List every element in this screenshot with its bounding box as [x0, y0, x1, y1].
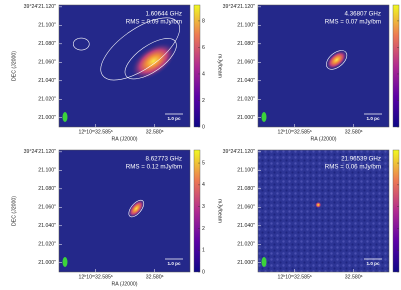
colorbar [193, 149, 201, 273]
frame [58, 4, 191, 128]
y-tick-label: 39°24'21.120" [223, 149, 255, 155]
contour [128, 199, 145, 218]
y-tick-label: 21.100" [38, 23, 56, 29]
beam [62, 112, 68, 122]
y-tick-label: 21.000" [38, 115, 56, 121]
colorbar [392, 4, 400, 128]
y-tick-label: 21.060" [38, 205, 56, 211]
y-tick-label: 21.060" [237, 60, 255, 66]
x-tick-label: 12ʰ10ᵐ32.585ˢ [79, 129, 113, 135]
panel-title: 8.62773 GHz [146, 156, 182, 163]
colorbar-tick-label: 8 [202, 18, 205, 24]
source-emission [130, 42, 176, 80]
image [258, 5, 389, 127]
scale-label: 1.0 pc [366, 116, 379, 121]
y-tick-label: 21.020" [38, 242, 56, 248]
x-tick-label: 32.580ˢ [146, 274, 164, 280]
source-emission [315, 201, 322, 209]
scale-label: 1.0 pc [167, 261, 180, 266]
y-tick-label: 21.080" [38, 186, 56, 192]
image [59, 150, 190, 272]
panel-subtitle: RMS = 0.09 mJy/bm [126, 19, 182, 26]
y-tick-label: 39°24'21.120" [24, 149, 56, 155]
x-tick-label: 32.580ˢ [146, 129, 164, 135]
colorbar [193, 4, 201, 128]
y-tick-label: 21.060" [237, 205, 255, 211]
beam [261, 112, 267, 122]
y-tick-label: 21.040" [237, 223, 255, 229]
y-axis-label: DEC (J2000) [11, 51, 17, 81]
contour [326, 50, 348, 70]
frame [257, 149, 390, 273]
y-tick-label: 21.000" [38, 260, 56, 266]
x-tick-label: 32.580ˢ [345, 274, 363, 280]
y-tick-label: 21.080" [237, 186, 255, 192]
beam [62, 257, 68, 267]
panel-subtitle: RMS = 0.07 mJy/bm [325, 19, 381, 26]
x-axis-label: RA (J2000) [311, 136, 337, 142]
colorbar-tick-label: 2 [202, 226, 205, 232]
y-tick-label: 21.060" [38, 60, 56, 66]
y-tick-label: 21.020" [237, 97, 255, 103]
image [258, 150, 389, 272]
colorbar-tick-label: 1 [202, 248, 205, 254]
contour [100, 17, 180, 81]
scale-label: 1.0 pc [167, 116, 180, 121]
colorbar-tick-label: 4 [202, 71, 205, 77]
frame [257, 4, 390, 128]
colorbar-tick-label: 0 [202, 269, 205, 275]
colorbar-label: mJy/beam [217, 54, 223, 78]
colorbar-tick-label: 4 [202, 182, 205, 188]
panel-title: 4.36807 GHz [345, 11, 381, 18]
contour [124, 38, 177, 80]
x-tick-label: 12ʰ10ᵐ32.585ˢ [278, 129, 312, 135]
x-tick-label: 32.580ˢ [345, 129, 363, 135]
scale-label: 1.0 pc [366, 261, 379, 266]
panel-title: 1.60644 GHz [146, 11, 182, 18]
beam [261, 257, 267, 267]
y-tick-label: 39°24'21.120" [223, 4, 255, 10]
y-tick-label: 21.100" [237, 23, 255, 29]
y-tick-label: 21.040" [38, 223, 56, 229]
x-axis-label: RA (J2000) [112, 281, 138, 287]
y-tick-label: 21.000" [237, 260, 255, 266]
colorbar-tick-label: 6 [202, 45, 205, 51]
x-tick-label: 12ʰ10ᵐ32.585ˢ [278, 274, 312, 280]
colorbar-tick-label: 0 [202, 124, 205, 130]
colorbar-tick-label: 2 [202, 98, 205, 104]
panel-subtitle: RMS = 0.06 mJy/bm [325, 164, 381, 171]
y-tick-label: 21.100" [38, 168, 56, 174]
colorbar-tick-label: 3 [202, 204, 205, 210]
x-tick-label: 12ʰ10ᵐ32.585ˢ [79, 274, 113, 280]
y-tick-label: 21.020" [237, 242, 255, 248]
y-axis-label: DEC (J2000) [11, 196, 17, 226]
y-tick-label: 21.040" [237, 78, 255, 84]
colorbar-tick-label: 5 [202, 160, 205, 166]
y-tick-label: 39°24'21.120" [24, 4, 56, 10]
panel-title: 21.96539 GHz [341, 156, 381, 163]
source-emission [325, 49, 348, 70]
y-tick-label: 21.080" [237, 41, 255, 47]
y-tick-label: 21.000" [237, 115, 255, 121]
panel-subtitle: RMS = 0.12 mJy/bm [126, 164, 182, 171]
x-axis-label: RA (J2000) [112, 136, 138, 142]
colorbar-label: mJy/beam [217, 199, 223, 223]
y-tick-label: 21.020" [38, 97, 56, 103]
colorbar [392, 149, 400, 273]
y-tick-label: 21.040" [38, 78, 56, 84]
y-tick-label: 21.080" [38, 41, 56, 47]
contour [72, 37, 90, 51]
frame [58, 149, 191, 273]
y-tick-label: 21.100" [237, 168, 255, 174]
source-emission [127, 199, 145, 218]
